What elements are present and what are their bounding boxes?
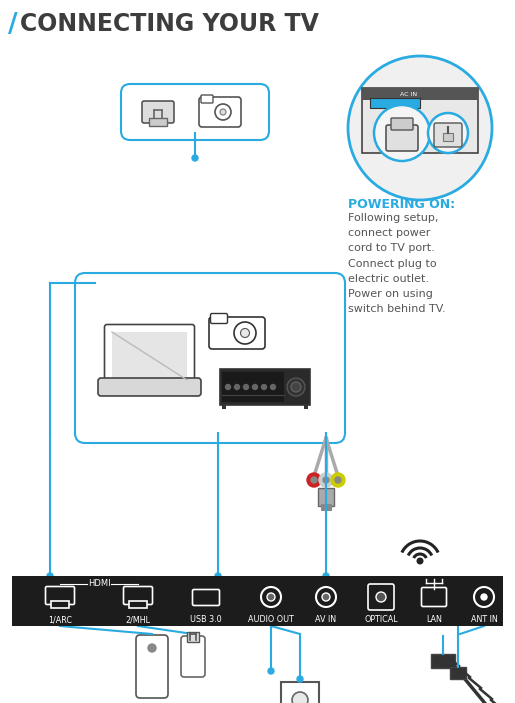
Text: /: /	[8, 12, 18, 38]
Circle shape	[319, 473, 333, 487]
Bar	[362, 88, 478, 153]
FancyBboxPatch shape	[75, 273, 345, 443]
FancyBboxPatch shape	[136, 635, 168, 698]
FancyBboxPatch shape	[181, 636, 205, 677]
FancyBboxPatch shape	[121, 84, 269, 140]
Bar	[129, 601, 147, 608]
Bar	[321, 504, 331, 510]
FancyBboxPatch shape	[391, 118, 413, 130]
Circle shape	[215, 104, 231, 120]
Circle shape	[323, 573, 329, 579]
Circle shape	[322, 593, 330, 601]
FancyBboxPatch shape	[124, 586, 152, 605]
FancyBboxPatch shape	[142, 101, 174, 123]
FancyBboxPatch shape	[209, 317, 265, 349]
Circle shape	[261, 587, 281, 607]
Text: AUDIO OUT: AUDIO OUT	[248, 616, 294, 624]
Circle shape	[297, 676, 303, 682]
Bar	[187, 632, 199, 642]
Circle shape	[234, 322, 256, 344]
Circle shape	[234, 385, 239, 389]
Bar	[281, 682, 319, 703]
FancyBboxPatch shape	[193, 590, 219, 605]
FancyBboxPatch shape	[368, 584, 394, 610]
FancyBboxPatch shape	[98, 378, 201, 396]
Text: AV IN: AV IN	[315, 616, 337, 624]
FancyBboxPatch shape	[434, 123, 462, 147]
Circle shape	[481, 594, 487, 600]
Bar	[51, 601, 69, 608]
Bar	[12, 576, 503, 626]
Circle shape	[428, 113, 468, 153]
Circle shape	[335, 477, 341, 483]
Circle shape	[215, 573, 221, 579]
Circle shape	[252, 385, 258, 389]
Bar	[362, 88, 478, 100]
Bar	[304, 404, 308, 409]
FancyBboxPatch shape	[201, 95, 213, 103]
Circle shape	[148, 644, 156, 652]
Bar	[443, 133, 453, 141]
Text: OPTICAL: OPTICAL	[364, 616, 398, 624]
Circle shape	[307, 473, 321, 487]
FancyBboxPatch shape	[421, 588, 447, 607]
Circle shape	[311, 477, 317, 483]
Circle shape	[267, 593, 275, 601]
Circle shape	[192, 155, 198, 161]
Circle shape	[291, 382, 301, 392]
Bar	[149, 118, 167, 126]
Bar	[431, 654, 455, 668]
Circle shape	[220, 109, 226, 115]
Circle shape	[226, 385, 231, 389]
Bar	[370, 98, 420, 108]
Text: 1/ARC: 1/ARC	[48, 616, 72, 624]
Text: USB 3.0: USB 3.0	[190, 616, 222, 624]
FancyBboxPatch shape	[199, 97, 241, 127]
Circle shape	[374, 105, 430, 161]
Circle shape	[268, 668, 274, 674]
Circle shape	[292, 692, 308, 703]
Circle shape	[47, 573, 53, 579]
Text: Following setup,
connect power
cord to TV port.
Connect plug to
electric outlet.: Following setup, connect power cord to T…	[348, 213, 445, 314]
Text: POWERING ON:: POWERING ON:	[348, 198, 455, 211]
Circle shape	[316, 587, 336, 607]
Circle shape	[417, 558, 423, 564]
Circle shape	[376, 592, 386, 602]
Text: AC IN: AC IN	[400, 91, 417, 96]
FancyBboxPatch shape	[105, 325, 195, 387]
Text: HDMI: HDMI	[88, 579, 110, 588]
Circle shape	[270, 385, 276, 389]
FancyBboxPatch shape	[211, 314, 228, 323]
Circle shape	[262, 385, 266, 389]
Text: ANT IN: ANT IN	[471, 616, 497, 624]
Circle shape	[323, 477, 329, 483]
Circle shape	[331, 473, 345, 487]
FancyBboxPatch shape	[386, 125, 418, 151]
Bar	[222, 372, 284, 402]
Text: LAN: LAN	[426, 616, 442, 624]
Text: 2/MHL: 2/MHL	[126, 616, 150, 624]
Circle shape	[348, 56, 492, 200]
FancyBboxPatch shape	[45, 586, 75, 605]
Circle shape	[244, 385, 249, 389]
Bar	[318, 488, 334, 506]
Circle shape	[241, 328, 249, 337]
Bar	[112, 332, 187, 380]
Bar	[222, 404, 226, 409]
Circle shape	[287, 378, 305, 396]
Text: CONNECTING YOUR TV: CONNECTING YOUR TV	[20, 12, 319, 36]
Circle shape	[474, 587, 494, 607]
Bar	[220, 369, 310, 405]
Bar	[450, 667, 466, 679]
